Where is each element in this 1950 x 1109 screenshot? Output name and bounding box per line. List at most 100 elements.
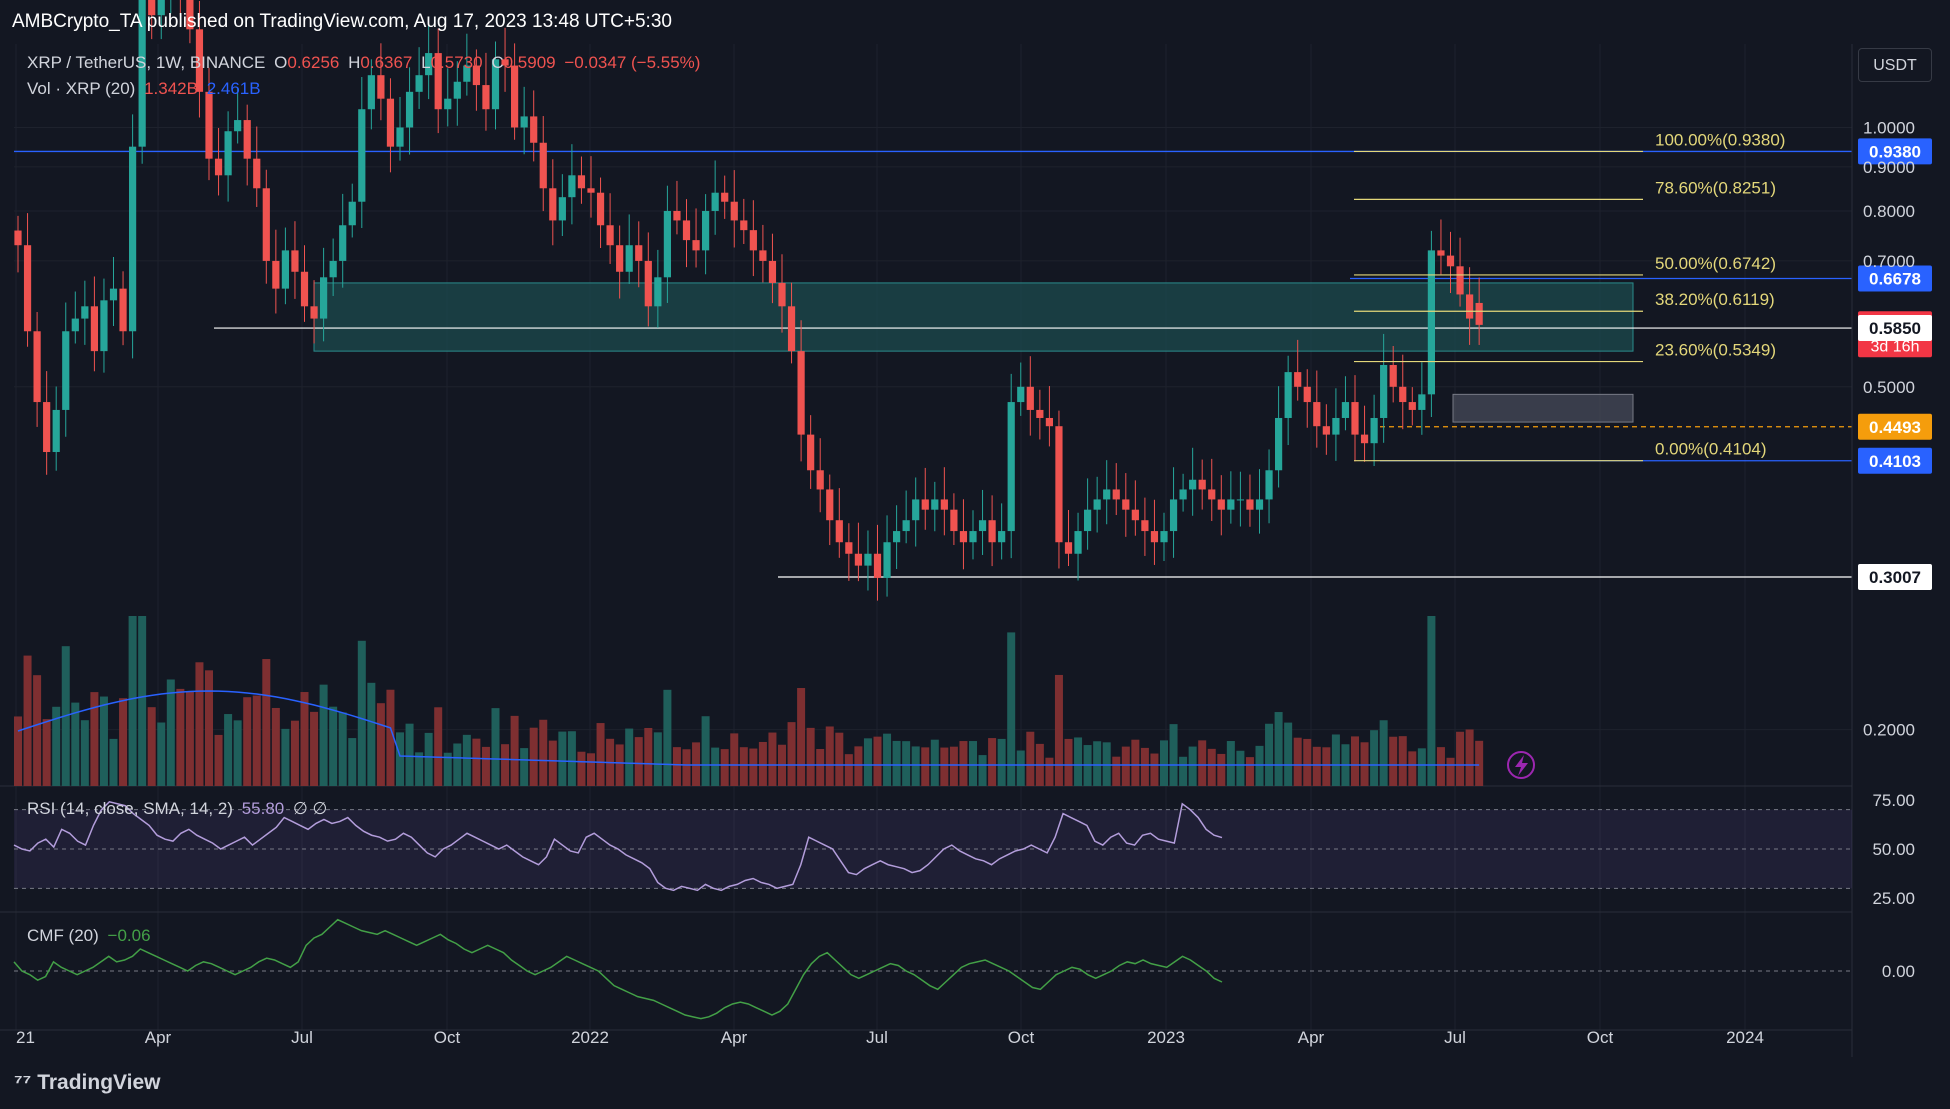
volume-bar-1 bbox=[23, 655, 32, 786]
candle-body-67 bbox=[654, 277, 662, 307]
candle-body-149 bbox=[1437, 250, 1445, 256]
tradingview-logo[interactable]: ⁷⁷ TradingView bbox=[14, 1071, 161, 1095]
rsi-tick-2: 25.00 bbox=[1872, 889, 1915, 908]
candle-body-108 bbox=[1045, 417, 1053, 427]
cmf-title[interactable]: CMF (20) bbox=[27, 926, 99, 945]
volume-bar-128 bbox=[1236, 750, 1245, 786]
volume-bar-74 bbox=[720, 749, 729, 786]
candle-body-90 bbox=[873, 553, 882, 578]
volume-ma-line bbox=[17, 690, 1480, 766]
candle-body-3 bbox=[43, 402, 51, 453]
candle-body-118 bbox=[1141, 520, 1149, 532]
tradingview-logo-icon: ⁷⁷ bbox=[14, 1071, 32, 1094]
time-tick-2: Jul bbox=[291, 1028, 313, 1047]
volume-bar-144 bbox=[1389, 736, 1398, 786]
volume-bar-7 bbox=[80, 720, 89, 786]
rsi-pane[interactable]: 75.00 50.00 25.00 bbox=[13, 791, 1915, 908]
volume-bar-4 bbox=[52, 706, 61, 786]
candle-body-110 bbox=[1064, 542, 1073, 554]
volume-bar-63 bbox=[615, 744, 624, 786]
candle-body-122 bbox=[1179, 489, 1187, 500]
candle-body-30 bbox=[300, 271, 309, 307]
candle-body-20 bbox=[205, 91, 213, 159]
publish-bar: AMBCrypto_TA published on TradingView.co… bbox=[0, 0, 1950, 44]
volume-bar-108 bbox=[1045, 757, 1054, 786]
close-label: C bbox=[491, 53, 504, 72]
volume-bar-113 bbox=[1093, 741, 1102, 786]
symbol-title[interactable]: XRP / TetherUS, 1W, BINANCE bbox=[27, 53, 266, 72]
candle-body-148 bbox=[1427, 250, 1435, 395]
volume-bar-106 bbox=[1026, 731, 1035, 786]
volume-bar-150 bbox=[1446, 757, 1455, 786]
time-axis[interactable]: 21 Apr Jul Oct 2022 Apr Jul Oct 2023 Apr Jul Oct 202… bbox=[16, 1028, 1764, 1047]
volume-bar-23 bbox=[233, 720, 242, 786]
volume-bar-97 bbox=[940, 747, 949, 786]
volume-bar-47 bbox=[462, 734, 471, 786]
volume-bar-31 bbox=[310, 711, 319, 786]
volume-title[interactable]: Vol · XRP (20) bbox=[27, 79, 136, 98]
candle-body-40 bbox=[396, 127, 404, 147]
volume-bar-135 bbox=[1303, 738, 1312, 786]
candle-body-7 bbox=[81, 306, 89, 319]
candle-body-119 bbox=[1150, 531, 1159, 543]
zone-0 bbox=[313, 282, 1634, 352]
candle-body-95 bbox=[921, 499, 929, 510]
candle-body-26 bbox=[262, 188, 270, 261]
volume-bar-82 bbox=[797, 688, 806, 786]
volume-bar-137 bbox=[1322, 747, 1331, 786]
cmf-pane[interactable]: 0.00 bbox=[13, 918, 1915, 1020]
currency-button[interactable]: USDT bbox=[1858, 48, 1932, 82]
candle-body-128 bbox=[1236, 499, 1244, 501]
volume-bar-125 bbox=[1207, 748, 1216, 786]
candle-body-144 bbox=[1389, 364, 1397, 387]
candle-body-147 bbox=[1418, 394, 1426, 410]
candle-body-124 bbox=[1198, 479, 1206, 490]
lightning-icon[interactable] bbox=[1507, 751, 1535, 779]
candle-body-101 bbox=[978, 520, 987, 532]
candle-body-103 bbox=[998, 531, 1006, 543]
candle-body-36 bbox=[358, 109, 366, 202]
volume-bar-140 bbox=[1351, 736, 1359, 786]
volume-bar-37 bbox=[367, 682, 376, 786]
volume-bar-89 bbox=[863, 738, 872, 786]
volume-bar-9 bbox=[99, 696, 108, 786]
price-tick-4: 0.5000 bbox=[1863, 378, 1915, 397]
cmf-line bbox=[13, 918, 1223, 1020]
candle-body-11 bbox=[119, 288, 127, 332]
volume-bar-18 bbox=[185, 691, 194, 786]
rsi-tick-0: 75.00 bbox=[1872, 791, 1915, 810]
candle-body-134 bbox=[1294, 372, 1302, 387]
candle-body-66 bbox=[644, 260, 652, 307]
volume-bar-129 bbox=[1245, 757, 1254, 786]
volume-bar-94 bbox=[911, 746, 920, 786]
candles bbox=[14, 0, 1483, 601]
candle-body-115 bbox=[1112, 489, 1120, 500]
candle-body-79 bbox=[768, 260, 777, 283]
candle-body-29 bbox=[291, 250, 299, 272]
volume-bar-100 bbox=[969, 741, 977, 786]
high-label: H bbox=[348, 53, 361, 72]
price-tick-0: 1.0000 bbox=[1863, 118, 1915, 137]
change-value: −0.0347 (−5.55%) bbox=[564, 53, 701, 72]
volume-value-2: 2.461B bbox=[206, 79, 261, 98]
time-tick-10: Jul bbox=[1444, 1028, 1466, 1047]
time-tick-0: 21 bbox=[16, 1028, 35, 1047]
rsi-tick-1: 50.00 bbox=[1872, 840, 1915, 859]
volume-bar-24 bbox=[243, 697, 252, 786]
rsi-title[interactable]: RSI (14, close, SMA, 14, 2) bbox=[27, 799, 233, 818]
price-axis[interactable]: 1.0000 0.9000 0.8000 0.7000 0.5000 0.2000 bbox=[1863, 118, 1915, 739]
candle-body-151 bbox=[1456, 266, 1464, 295]
volume-bar-120 bbox=[1160, 740, 1168, 786]
volume-bar-8 bbox=[90, 692, 99, 786]
candle-body-135 bbox=[1303, 386, 1311, 403]
candle-body-123 bbox=[1189, 479, 1197, 490]
candle-body-91 bbox=[883, 542, 891, 578]
candle-body-48 bbox=[472, 65, 480, 86]
volume-bar-57 bbox=[558, 731, 567, 786]
publish-text: AMBCrypto_TA published on TradingView.co… bbox=[12, 11, 672, 32]
candle-body-142 bbox=[1370, 417, 1378, 444]
candle-body-137 bbox=[1322, 426, 1330, 435]
candle-body-88 bbox=[854, 553, 862, 566]
candle-body-82 bbox=[797, 351, 805, 435]
time-tick-7: Oct bbox=[1008, 1028, 1035, 1047]
